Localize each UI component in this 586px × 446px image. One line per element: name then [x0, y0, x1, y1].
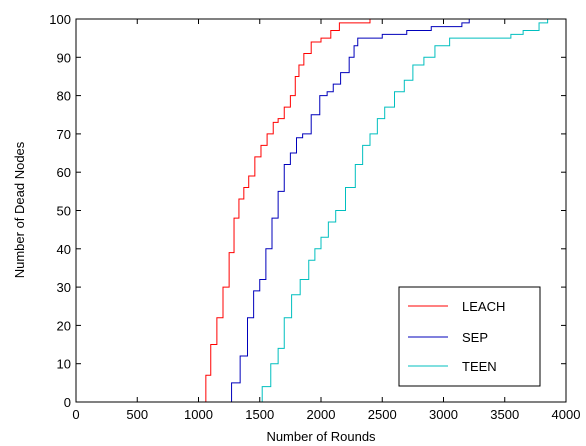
- x-tick-label: 0: [72, 407, 79, 422]
- y-tick-label: 30: [57, 280, 71, 295]
- x-tick-label: 1500: [245, 407, 274, 422]
- y-tick-label: 70: [57, 127, 71, 142]
- y-axis-ticks: 0 10 20 30 40 50 60 70 80 90 100: [49, 12, 566, 410]
- legend-label-teen: TEEN: [462, 359, 497, 374]
- x-tick-label: 2000: [307, 407, 336, 422]
- y-tick-label: 40: [57, 242, 71, 257]
- x-tick-label: 1000: [184, 407, 213, 422]
- y-tick-label: 10: [57, 357, 71, 372]
- legend-label-sep: SEP: [462, 330, 488, 345]
- y-tick-label: 50: [57, 204, 71, 219]
- y-tick-label: 90: [57, 50, 71, 65]
- x-tick-label: 2500: [368, 407, 397, 422]
- y-tick-label: 100: [49, 12, 71, 27]
- y-tick-label: 0: [64, 395, 71, 410]
- y-tick-label: 80: [57, 89, 71, 104]
- y-tick-label: 60: [57, 165, 71, 180]
- series-line-sep: [76, 19, 470, 403]
- legend: LEACH SEP TEEN: [398, 286, 541, 387]
- x-tick-label: 500: [126, 407, 148, 422]
- series-layer: [76, 18, 549, 403]
- y-tick-label: 20: [57, 318, 71, 333]
- legend-label-leach: LEACH: [462, 299, 505, 314]
- series-line-teen: [76, 19, 549, 403]
- x-axis-ticks: 0 500 1000 1500 2000 2500 3000 3500 4000: [72, 19, 580, 422]
- x-tick-label: 3000: [429, 407, 458, 422]
- x-axis-label: Number of Rounds: [266, 429, 376, 444]
- x-tick-label: 4000: [552, 407, 581, 422]
- series-line-leach: [76, 18, 402, 403]
- x-tick-label: 3500: [490, 407, 519, 422]
- y-axis-label: Number of Dead Nodes: [12, 141, 27, 278]
